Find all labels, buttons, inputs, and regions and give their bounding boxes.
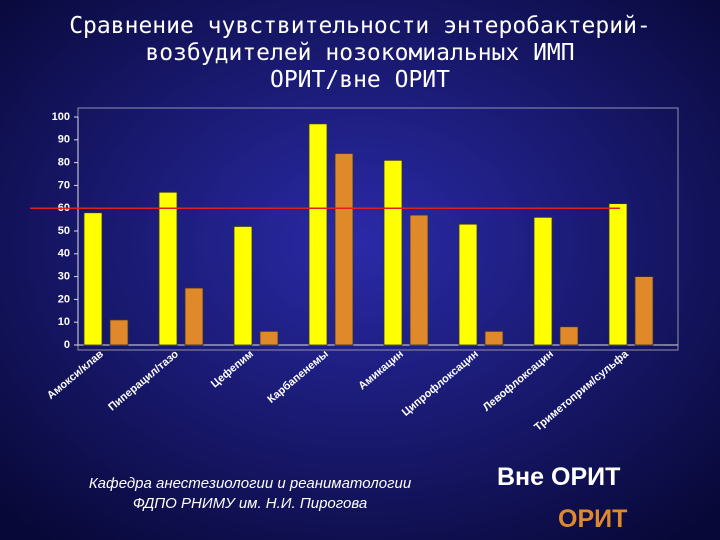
y-tick-label: 0 — [64, 339, 70, 351]
y-tick-label: 10 — [58, 316, 70, 328]
y-tick-label: 80 — [58, 157, 70, 169]
y-tick-label: 30 — [58, 271, 70, 283]
bar — [259, 330, 279, 346]
bar — [158, 191, 178, 346]
y-tick-label: 90 — [58, 134, 70, 146]
y-tick-label: 20 — [58, 293, 70, 305]
legend-entry: ОРИТ — [558, 505, 627, 533]
y-tick-label: 70 — [58, 179, 70, 191]
chart-title: ОРИТ/вне ОРИТ — [270, 67, 450, 93]
legend-entry: Вне ОРИТ — [497, 463, 620, 491]
bar — [533, 216, 553, 346]
footer: Кафедра анестезиологии и реаниматологии — [89, 475, 412, 492]
bar — [383, 159, 403, 346]
chart-title: возбудителей нозокомиальных ИМП — [145, 40, 574, 66]
bar — [83, 212, 103, 346]
bar — [484, 330, 504, 346]
bar — [109, 319, 129, 346]
bar — [184, 287, 204, 346]
bar — [409, 214, 429, 346]
y-tick-label: 50 — [58, 225, 70, 237]
footer: ФДПО РНИМУ им. Н.И. Пирогова — [133, 495, 367, 512]
bar — [334, 153, 354, 346]
chart-title: Сравнение чувствительности энтеробактери… — [69, 13, 651, 39]
bar — [634, 276, 654, 346]
bar — [233, 226, 253, 346]
bar — [559, 326, 579, 346]
bar — [458, 223, 478, 346]
bar — [308, 123, 328, 346]
bar — [608, 203, 628, 346]
y-tick-label: 40 — [58, 248, 70, 260]
y-tick-label: 100 — [52, 111, 70, 123]
